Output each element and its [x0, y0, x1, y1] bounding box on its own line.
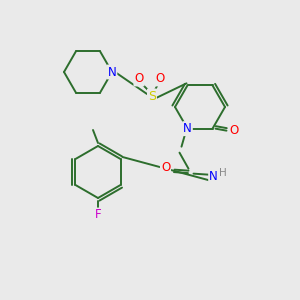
Text: F: F [95, 208, 101, 221]
Text: O: O [161, 161, 170, 174]
Text: H: H [219, 168, 226, 178]
Text: S: S [148, 89, 156, 103]
Text: O: O [134, 73, 144, 85]
Text: N: N [108, 65, 116, 79]
Text: N: N [183, 122, 192, 135]
Text: N: N [209, 170, 218, 183]
Text: O: O [229, 124, 238, 137]
Text: O: O [155, 73, 165, 85]
